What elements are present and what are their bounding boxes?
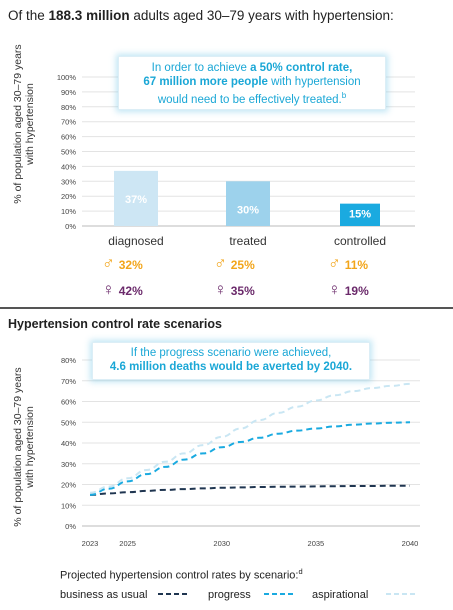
- line-ytick-label: 40%: [61, 439, 76, 448]
- line-xtick-label: 2025: [119, 539, 136, 548]
- female-symbol-icon: ♀: [102, 280, 115, 299]
- bar-category-label: controlled: [334, 234, 386, 248]
- callout1-line2-bold: 67 million more people: [143, 76, 268, 88]
- bar-ytick-label: 30%: [61, 177, 76, 186]
- line-ytick-label: 30%: [61, 460, 76, 469]
- bar-category-label: treated: [229, 234, 266, 248]
- female-percent: 35%: [230, 284, 255, 298]
- legend: business as usual progress aspirational: [60, 589, 418, 601]
- line-ytick-label: 0%: [65, 522, 76, 531]
- legend-item-label: business as usual: [60, 589, 147, 601]
- male-symbol-icon: ♂: [328, 254, 341, 273]
- bar-chart: 0% 10% 20% 30% 40% 50% 60% 70% 80% 90% 100% 37% diag…: [57, 73, 415, 248]
- series-business-as-usual: [89, 484, 410, 496]
- deaths-averted-callout: If the progress scenario were achieved, …: [92, 342, 370, 380]
- callout1-line1-pre: In order to achieve: [151, 62, 251, 74]
- line-ytick-label: 60%: [61, 398, 76, 407]
- intro-prefix: Of the: [8, 8, 49, 23]
- legend-item-label: progress: [208, 589, 251, 601]
- control-rate-callout: In order to achieve a 50% control rate, …: [118, 56, 386, 110]
- female-symbol-icon: ♀: [328, 280, 341, 299]
- bar-ytick-label: 50%: [61, 148, 76, 157]
- legend-title: Projected hypertension control rates by …: [60, 567, 303, 582]
- female-row-item: ♀ 42%: [102, 280, 143, 300]
- bar-treated: [226, 181, 270, 226]
- male-row-item: ♂ 32%: [102, 254, 143, 274]
- bar-controlled: [340, 203, 380, 226]
- line-xtick-label: 2035: [308, 539, 325, 548]
- bar-ytick-label: 70%: [61, 118, 76, 127]
- bar-category-label: diagnosed: [108, 234, 163, 248]
- male-percent: 25%: [230, 258, 255, 272]
- intro-suffix: adults aged 30–79 years with hypertensio…: [129, 8, 394, 23]
- line-ytick-label: 80%: [61, 356, 76, 365]
- bar-ytick-label: 10%: [61, 207, 76, 216]
- section2-title: Hypertension control rate scenarios: [8, 317, 222, 331]
- callout2-line1: If the progress scenario were achieved,: [130, 347, 332, 359]
- callout2-line2-bold: 4.6 million deaths would be averted by 2…: [109, 361, 353, 373]
- line-chart: 0% 10% 20% 30% 40% 50% 60% 70% 80% 2023 2025 2030 20…: [61, 356, 420, 548]
- male-symbol-icon: ♂: [214, 254, 227, 273]
- line-xtick-label: 2040: [402, 539, 419, 548]
- intro-text: Of the 188.3 million adults aged 30–79 y…: [8, 8, 394, 23]
- bar-ytick-label: 0%: [65, 222, 76, 231]
- section-divider: [0, 307, 453, 309]
- bar-value-label: 15%: [349, 209, 371, 221]
- bar-ytick-label: 100%: [57, 73, 77, 82]
- legend-footnote-marker: d: [298, 567, 303, 576]
- callout1-line3: would need to be effectively treated.: [157, 93, 342, 106]
- male-symbol-icon: ♂: [102, 254, 115, 273]
- callout1-footnote-marker: b: [341, 91, 347, 100]
- bar-ytick-label: 60%: [61, 133, 76, 142]
- bar-ytick-label: 80%: [61, 103, 76, 112]
- female-symbol-icon: ♀: [214, 280, 227, 299]
- female-row-item: ♀ 35%: [214, 280, 255, 300]
- legend-item-label: aspirational: [312, 589, 368, 601]
- intro-bold: 188.3 million: [48, 8, 130, 23]
- bar-value-label: 37%: [125, 194, 147, 206]
- series-progress: [89, 421, 411, 496]
- callout1-line1-bold: a 50% control rate,: [250, 62, 353, 74]
- male-row-item: ♂ 25%: [214, 254, 255, 274]
- series-aspirational: [89, 382, 411, 494]
- line-ytick-label: 20%: [61, 481, 76, 490]
- bar-value-label: 30%: [237, 204, 259, 216]
- male-row-item: ♂ 11%: [328, 254, 368, 274]
- line-ytick-label: 50%: [61, 418, 76, 427]
- female-row-item: ♀ 19%: [328, 280, 369, 300]
- line-xtick-label: 2023: [82, 539, 99, 548]
- male-percent: 11%: [344, 258, 369, 272]
- bar-diagnosed: [114, 170, 158, 226]
- line-ytick-label: 10%: [61, 501, 76, 510]
- callout1-line2-post: with hypertension: [267, 76, 361, 88]
- line-xtick-label: 2030: [213, 539, 230, 548]
- bar-ytick-label: 20%: [61, 192, 76, 201]
- female-percent: 19%: [344, 284, 369, 298]
- bar-ytick-label: 90%: [61, 88, 76, 97]
- female-percent: 42%: [118, 284, 143, 298]
- legend-title-text: Projected hypertension control rates by …: [60, 569, 299, 582]
- bar-ytick-label: 40%: [61, 162, 76, 171]
- male-percent: 32%: [118, 258, 143, 272]
- line-ytick-label: 70%: [61, 377, 76, 386]
